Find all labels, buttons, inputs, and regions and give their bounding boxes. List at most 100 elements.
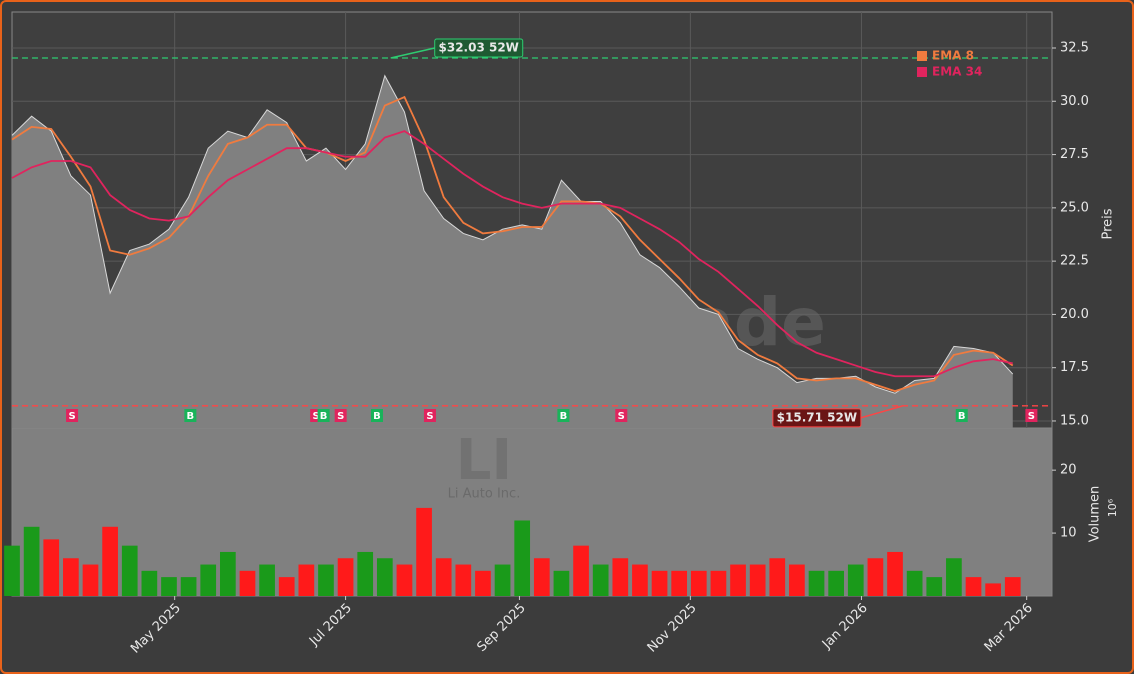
volume-bar	[906, 570, 923, 596]
volume-bar	[533, 558, 550, 596]
line	[11, 130, 1013, 378]
volume-bar	[180, 577, 197, 596]
volume-bar	[102, 526, 118, 596]
signal-label: S	[618, 411, 625, 422]
volume-bar	[141, 570, 158, 596]
volume-bar	[318, 564, 334, 596]
signal-marker	[184, 409, 197, 422]
volume-bar	[357, 551, 374, 596]
volume-bar	[121, 545, 138, 596]
annotation-arrow	[860, 405, 904, 419]
volume-bar	[553, 570, 570, 596]
price-area	[12, 75, 1013, 428]
legend-swatch	[917, 67, 927, 77]
legend-label: EMA 8	[932, 49, 974, 63]
volume-bar	[847, 564, 864, 596]
line	[11, 95, 1014, 393]
volume-bar	[749, 564, 766, 596]
y-tick-label: 17.5	[1060, 360, 1089, 375]
volume-bar	[965, 577, 982, 596]
legend-label: EMA 34	[932, 65, 982, 79]
volume-bar	[298, 564, 315, 596]
watermark: LI	[456, 428, 513, 493]
volume-bar	[435, 558, 452, 596]
volume-bar	[710, 570, 727, 596]
y-tick-label: 25.0	[1060, 200, 1089, 215]
volume-bar	[43, 539, 60, 596]
volume-bar	[671, 570, 688, 596]
y-tick-label: 30.0	[1060, 94, 1089, 109]
signal-label: S	[313, 411, 320, 422]
y-axis-unit: 10⁶	[1106, 498, 1119, 517]
signal-label: B	[320, 411, 328, 422]
volume-bar	[4, 545, 20, 596]
signal-label: S	[68, 411, 75, 422]
signal-marker	[557, 409, 570, 422]
annotation-box	[434, 38, 524, 58]
volume-bar	[887, 551, 903, 596]
signal-marker	[334, 409, 347, 422]
annotation-arrow	[390, 47, 435, 59]
volume-bar	[161, 577, 177, 596]
volume-bar	[828, 570, 844, 596]
y-tick-label: 22.5	[1060, 254, 1089, 269]
y-tick-label: 32.5	[1060, 41, 1089, 56]
volume-bar	[612, 558, 629, 596]
signal-marker	[615, 409, 628, 422]
signal-marker	[317, 409, 330, 422]
y-axis-label: Preis	[1101, 208, 1116, 239]
signal-marker	[370, 409, 383, 422]
volume-bar	[23, 526, 40, 596]
volume-bar	[730, 564, 746, 596]
signal-label: B	[187, 411, 195, 422]
volume-bar	[278, 577, 295, 596]
volume-bar	[789, 564, 805, 596]
volume-bar	[475, 570, 491, 596]
volume-bar	[926, 577, 943, 596]
volume-bar	[514, 520, 531, 596]
signal-label: S	[426, 411, 433, 422]
volume-bar	[946, 558, 962, 596]
watermark-sub: Li Auto Inc.	[448, 487, 521, 502]
x-tick-label: May 2025	[128, 601, 184, 657]
volume-bar	[769, 558, 786, 596]
annotation-text: $32.03 52W	[439, 41, 519, 55]
x-tick-label: Sep 2025	[474, 601, 528, 655]
x-tick-label: Mar 2026	[982, 601, 1036, 655]
y-tick-label: 27.5	[1060, 147, 1089, 162]
volume-bar	[1004, 577, 1021, 596]
line	[11, 74, 1014, 394]
y-tick-label: 20.0	[1060, 307, 1089, 322]
volume-bar	[985, 583, 1001, 596]
volume-bar	[494, 564, 511, 596]
y-tick-label: 15.0	[1060, 413, 1089, 428]
volume-bar	[592, 564, 609, 596]
x-tick-label: Jul 2025	[306, 601, 355, 650]
volume-bar	[651, 570, 668, 596]
volume-bar	[455, 564, 472, 596]
volume-bar	[82, 564, 99, 596]
x-tick-label: Nov 2025	[645, 601, 700, 656]
volume-bar	[690, 570, 707, 596]
volume-bar	[632, 564, 648, 596]
volume-bar	[573, 545, 589, 596]
signal-marker	[1025, 409, 1038, 422]
x-tick-label: Jan 2026	[819, 601, 871, 653]
y-axis-label: Volumen	[1088, 486, 1103, 543]
signal-label: B	[958, 411, 966, 422]
volume-bar	[63, 558, 79, 596]
volume-bar	[867, 558, 884, 596]
signal-marker	[955, 409, 968, 422]
y-tick-label: 10	[1060, 526, 1077, 541]
annotation-text: $15.71 52W	[777, 410, 857, 424]
volume-bar	[416, 507, 432, 596]
legend-swatch	[917, 51, 927, 61]
signal-label: S	[337, 411, 344, 422]
volume-bar	[808, 570, 825, 596]
volume-bar	[200, 564, 217, 596]
annotation-box	[772, 408, 862, 428]
y-tick-label: 20	[1060, 463, 1077, 478]
volume-bar	[220, 551, 236, 596]
